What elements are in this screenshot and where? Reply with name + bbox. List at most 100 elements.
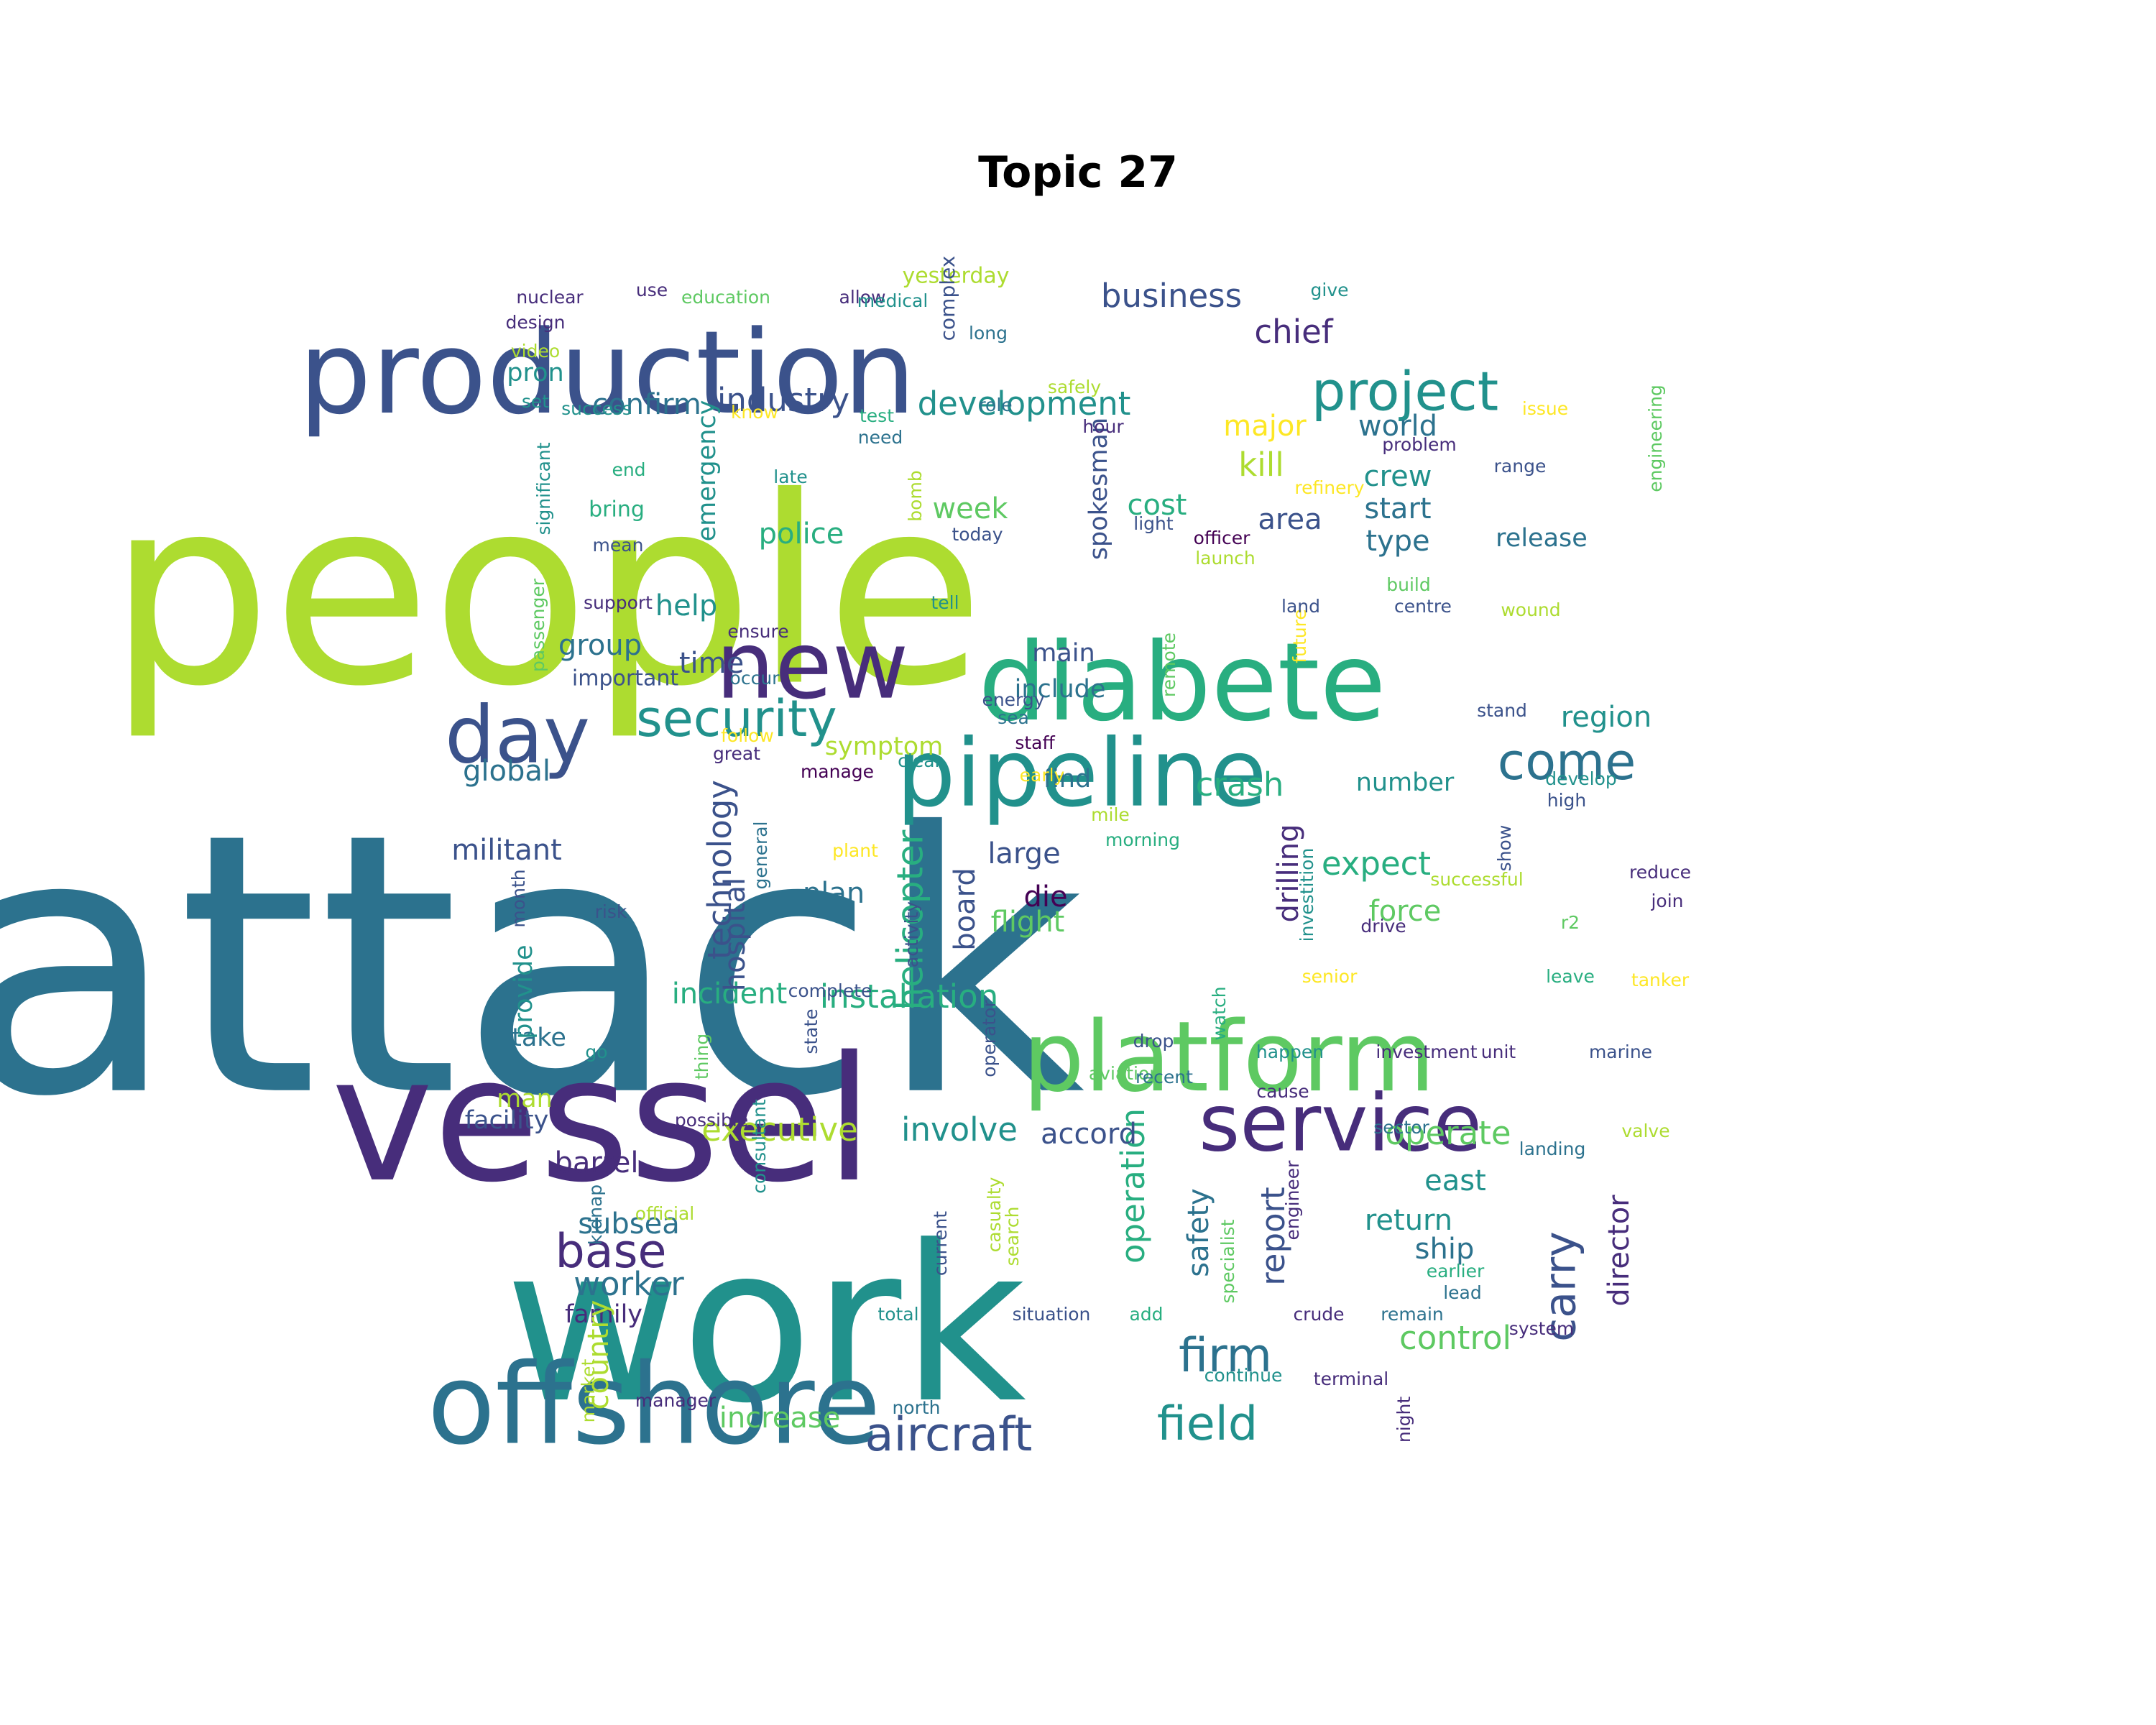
word-thing: thing [691,1034,712,1080]
word-crew: crew [1364,460,1432,493]
word-recent: recent [1135,1067,1193,1087]
word-main: main [1032,639,1095,668]
word-night: night [1393,1397,1414,1443]
word-mile: mile [1091,804,1130,825]
word-major: major [1223,410,1307,443]
word-release: release [1496,524,1588,553]
word-wound: wound [1501,599,1560,620]
word-range: range [1494,456,1547,477]
word-develop: develop [1545,768,1617,789]
word-passenger: passenger [528,578,548,672]
word-hospital: hospital [719,878,752,991]
word-field: field [1157,1397,1258,1451]
word-earlier: earlier [1427,1261,1485,1282]
word-militant: militant [451,834,562,867]
word-area: area [1258,503,1322,536]
word-education: education [681,287,770,308]
word-bomb: bomb [905,470,926,521]
word-centre: centre [1394,596,1452,617]
word-provide: provide [510,944,538,1039]
word-refinery: refinery [1294,477,1364,498]
word-accord: accord [1041,1118,1137,1151]
word-business: business [1101,277,1242,315]
word-die: die [1023,880,1067,914]
word-video: video [511,341,560,362]
word-activity: activity [901,901,922,967]
word-hour: hour [1082,416,1124,437]
word-clear: clear [898,750,942,771]
word-success: success [561,398,632,419]
word-early: early [1020,765,1065,786]
word-drop: drop [1133,1031,1174,1052]
word-current: current [930,1211,951,1276]
word-staff: staff [1015,732,1055,753]
word-worker: worker [573,1265,684,1303]
word-kill: kill [1238,446,1284,484]
word-join: join [1650,891,1683,911]
word-nuclear: nuclear [516,287,584,308]
word-complete: complete [788,980,872,1001]
word-successful: successful [1430,869,1523,890]
word-crude: crude [1293,1304,1344,1325]
word-happen: happen [1256,1041,1324,1062]
word-add: add [1129,1304,1163,1325]
word-investition: investition [1296,848,1317,942]
word-large: large [987,837,1060,870]
word-specialist: specialist [1217,1219,1238,1303]
word-r2: r2 [1561,912,1580,933]
word-man: man [497,1085,553,1113]
word-possible: possible [675,1110,748,1131]
word-month: month [508,869,529,927]
word-end: end [612,459,645,480]
word-general: general [750,821,771,889]
word-spokesman: spokesman [1084,418,1113,560]
word-role: role [978,395,1012,415]
word-situation: situation [1013,1304,1091,1325]
word-set: set [522,391,549,412]
word-north: north [892,1397,940,1418]
word-marine: marine [1589,1041,1652,1062]
word-issue: issue [1522,398,1568,419]
word-complex: complex [936,256,959,341]
word-test: test [860,405,894,426]
word-start: start [1364,492,1431,525]
word-drive: drive [1360,916,1406,937]
word-week: week [932,492,1008,525]
word-medical: medical [857,290,929,311]
word-watch: watch [1209,986,1230,1040]
word-lead: lead [1443,1282,1482,1303]
word-remain: remain [1381,1304,1444,1325]
word-officer: officer [1194,528,1251,548]
word-group: group [558,629,642,662]
word-chief: chief [1254,313,1333,351]
word-reduce: reduce [1629,862,1691,883]
word-market: market [578,1358,599,1422]
word-launch: launch [1195,548,1256,569]
word-global: global [463,755,550,788]
word-type: type [1365,525,1429,558]
word-go: go [585,1041,607,1062]
word-police: police [759,518,844,551]
word-future: future [1289,609,1310,663]
word-barrel: barrel [555,1146,639,1179]
word-bring: bring [589,497,645,523]
word-increase: increase [719,1402,841,1435]
word-engineering: engineering [1645,385,1666,492]
word-great: great [713,743,760,764]
word-consultant: consultant [749,1099,770,1194]
word-stand: stand [1477,700,1527,721]
word-number: number [1356,768,1455,797]
word-state: state [801,1008,821,1054]
word-terminal: terminal [1314,1368,1388,1389]
word-investment: investment [1376,1041,1477,1062]
word-director: director [1603,1195,1636,1307]
word-continue: continue [1204,1365,1283,1386]
word-operator: operator [979,1000,1000,1077]
word-high: high [1547,790,1587,811]
word-build: build [1386,574,1430,595]
word-design: design [506,312,566,333]
word-today: today [952,524,1003,545]
word-sector: sector [1373,1117,1429,1138]
word-give: give [1311,280,1349,300]
